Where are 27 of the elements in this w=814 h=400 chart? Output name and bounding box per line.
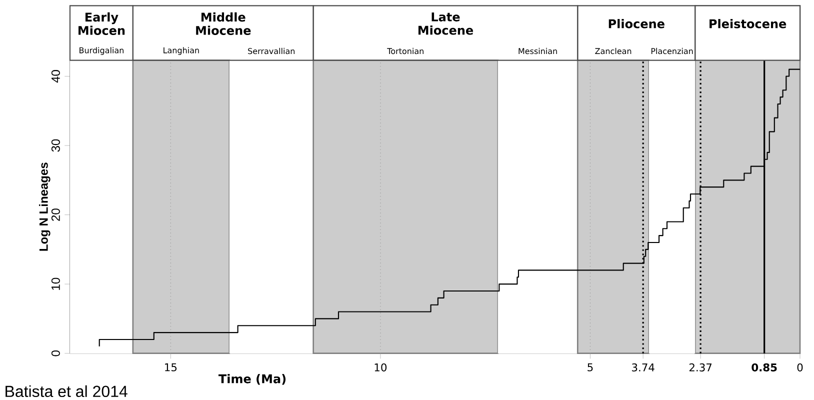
y-tick-label: 0 <box>51 350 60 356</box>
band-label: Middle Miocene <box>196 12 251 35</box>
x-tick-label: 0 <box>797 363 803 372</box>
band-label: Late Miocene <box>418 12 474 35</box>
x-tick-label: 0.85 <box>752 363 777 372</box>
band-label: Pleistocene <box>710 19 786 28</box>
band-label: Langhian <box>164 47 199 55</box>
y-tick-label: 40 <box>51 70 60 83</box>
band-label: Burdigalian <box>80 47 124 55</box>
band-label: Early Miocen <box>78 12 125 35</box>
text: Batista et al 2014 <box>6 385 128 398</box>
x-tick-label: 10 <box>374 363 387 372</box>
y-axis-title: Log N Lineages <box>39 162 50 251</box>
x-axis-title: Time (Ma) <box>218 374 286 385</box>
band-label: Pliocene <box>608 19 664 28</box>
y-tick-label: 20 <box>51 208 60 221</box>
x-tick-label: 2.37 <box>689 363 712 372</box>
x-tick-label: 5 <box>588 363 593 372</box>
band-label: Messinian <box>518 48 557 54</box>
x-tick-label: 3.74 <box>632 363 654 372</box>
band-label: Placenzian <box>651 48 693 54</box>
y-tick-label: 10 <box>51 278 60 290</box>
y-tick-label: 30 <box>51 139 60 152</box>
band-label: Serravallian <box>248 48 295 54</box>
band-label: Zanclean <box>595 48 632 54</box>
x-tick-label: 15 <box>165 363 177 372</box>
band-label: Tortonian <box>387 48 424 54</box>
